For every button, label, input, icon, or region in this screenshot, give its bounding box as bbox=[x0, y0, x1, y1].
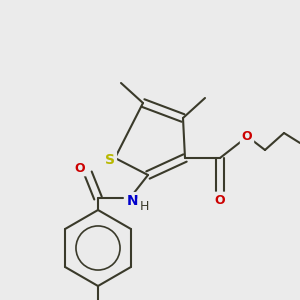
Text: O: O bbox=[242, 130, 252, 143]
Text: S: S bbox=[105, 153, 115, 167]
Text: O: O bbox=[75, 161, 85, 175]
Text: H: H bbox=[139, 200, 149, 212]
Text: O: O bbox=[215, 194, 225, 206]
Text: N: N bbox=[127, 194, 139, 208]
